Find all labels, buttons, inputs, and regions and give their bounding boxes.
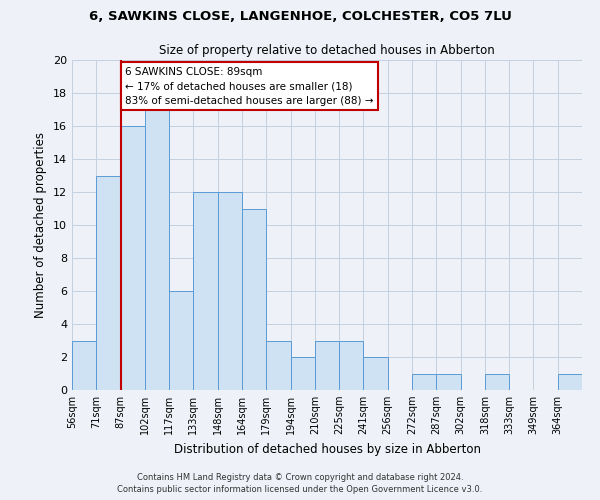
Bar: [169, 291, 193, 390]
Bar: [315, 340, 339, 390]
Bar: [121, 126, 145, 390]
X-axis label: Distribution of detached houses by size in Abberton: Distribution of detached houses by size …: [173, 442, 481, 456]
Bar: [242, 208, 266, 390]
Bar: [339, 340, 364, 390]
Bar: [218, 192, 242, 390]
Bar: [145, 110, 169, 390]
Text: 6, SAWKINS CLOSE, LANGENHOE, COLCHESTER, CO5 7LU: 6, SAWKINS CLOSE, LANGENHOE, COLCHESTER,…: [89, 10, 511, 23]
Text: 6 SAWKINS CLOSE: 89sqm
← 17% of detached houses are smaller (18)
83% of semi-det: 6 SAWKINS CLOSE: 89sqm ← 17% of detached…: [125, 66, 374, 106]
Bar: [193, 192, 218, 390]
Bar: [290, 357, 315, 390]
Bar: [558, 374, 582, 390]
Bar: [72, 340, 96, 390]
Bar: [436, 374, 461, 390]
Text: Contains HM Land Registry data © Crown copyright and database right 2024.
Contai: Contains HM Land Registry data © Crown c…: [118, 472, 482, 494]
Y-axis label: Number of detached properties: Number of detached properties: [34, 132, 47, 318]
Bar: [412, 374, 436, 390]
Bar: [266, 340, 290, 390]
Bar: [485, 374, 509, 390]
Bar: [96, 176, 121, 390]
Title: Size of property relative to detached houses in Abberton: Size of property relative to detached ho…: [159, 44, 495, 58]
Bar: [364, 357, 388, 390]
